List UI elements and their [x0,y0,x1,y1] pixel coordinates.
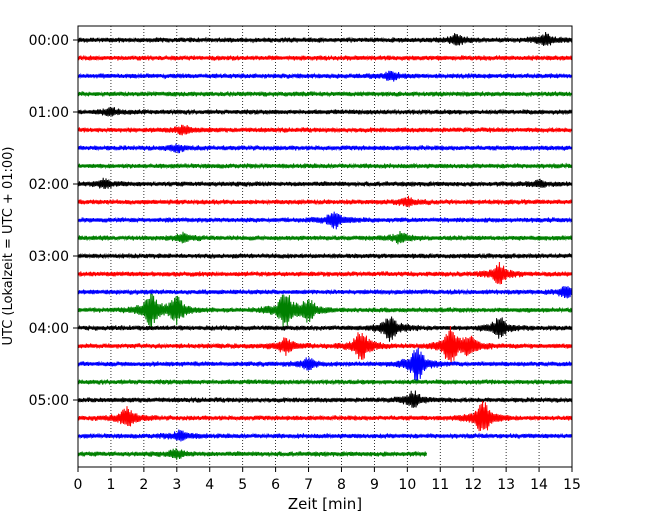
y-ticks: 00:00 01:00 02:00 03:00 04:00 05:00 [29,33,78,409]
x-tick-label: 1 [106,477,115,493]
seismic-trace [77,177,572,189]
x-tick-label: 10 [398,477,416,493]
x-tick-label: 8 [337,477,346,493]
seismic-trace [77,54,572,62]
seismic-trace [77,230,572,245]
x-axis-label: Zeit [min] [288,495,362,513]
seismic-trace [77,293,572,328]
seismic-trace [77,106,572,117]
seismic-trace [77,390,572,408]
x-tick-label: 7 [304,477,313,493]
seismic-trace [77,261,572,285]
y-tick-label: 03:00 [29,249,69,265]
y-tick-label: 00:00 [29,33,69,49]
seismic-trace [77,316,572,342]
x-tick-label: 15 [563,477,581,493]
seismic-trace [77,378,572,386]
x-ticks: 0 1 2 3 4 5 6 7 8 9 10 11 12 13 14 15 [74,467,581,493]
plot-frame [77,25,573,468]
x-tick-label: 5 [238,477,247,493]
seismic-trace [77,90,572,98]
x-tick-label: 6 [271,477,280,493]
seismic-trace [77,31,572,46]
seismic-trace [77,347,572,382]
seismic-trace [77,143,572,154]
x-tick-label: 14 [530,477,548,493]
seismic-trace [77,162,572,170]
y-tick-label: 04:00 [29,321,69,337]
seismic-trace [77,124,572,136]
x-tick-label: 11 [431,477,449,493]
y-axis-label: UTC (Lokalzeit = UTC + 01:00) [1,147,16,346]
seismic-trace [77,211,572,230]
x-tick-label: 13 [497,477,515,493]
x-tick-label: 12 [464,477,482,493]
seismic-trace [77,448,428,460]
y-tick-label: 05:00 [29,393,69,409]
seismic-trace [77,195,572,208]
x-tick-label: 2 [139,477,148,493]
seismic-trace [77,252,572,260]
x-tick-label: 3 [172,477,181,493]
x-tick-label: 9 [370,477,379,493]
seismic-trace [77,400,572,432]
x-tick-label: 0 [74,477,83,493]
y-tick-label: 01:00 [29,105,69,121]
seismic-trace [77,70,572,82]
seismic-trace [77,286,572,299]
trace-layer [77,31,572,460]
x-tick-label: 4 [205,477,214,493]
seismic-trace [77,429,572,442]
y-tick-label: 02:00 [29,177,69,193]
seismic-trace [77,326,572,366]
